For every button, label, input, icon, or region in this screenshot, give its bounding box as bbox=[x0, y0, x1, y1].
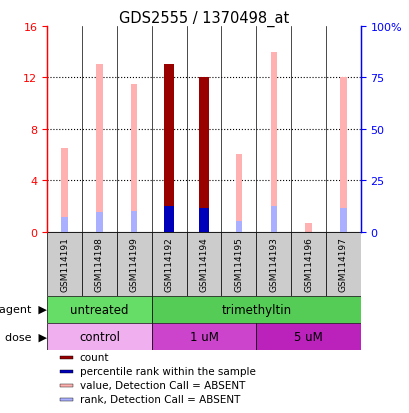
Bar bbox=[235, 155, 241, 232]
Bar bbox=[151, 323, 256, 350]
Text: GSM114199: GSM114199 bbox=[130, 237, 138, 292]
Text: GSM114195: GSM114195 bbox=[234, 237, 243, 292]
Text: 1 uM: 1 uM bbox=[189, 330, 218, 343]
Text: value, Detection Call = ABSENT: value, Detection Call = ABSENT bbox=[80, 380, 245, 390]
Bar bbox=[270, 206, 276, 232]
Bar bbox=[47, 296, 151, 323]
Bar bbox=[151, 296, 360, 323]
Bar bbox=[151, 232, 186, 296]
Text: GSM114192: GSM114192 bbox=[164, 237, 173, 292]
Text: control: control bbox=[79, 330, 120, 343]
Bar bbox=[131, 211, 137, 232]
Bar bbox=[186, 232, 221, 296]
Bar bbox=[131, 85, 137, 232]
Bar bbox=[221, 232, 256, 296]
Bar bbox=[339, 209, 346, 232]
Text: GSM114196: GSM114196 bbox=[303, 237, 312, 292]
Text: 5 uM: 5 uM bbox=[293, 330, 322, 343]
Text: untreated: untreated bbox=[70, 303, 128, 316]
Bar bbox=[256, 232, 290, 296]
Bar bbox=[305, 223, 311, 232]
Text: agent  ▶: agent ▶ bbox=[0, 305, 47, 315]
Bar bbox=[164, 206, 173, 232]
Bar bbox=[339, 78, 346, 232]
Text: GSM114191: GSM114191 bbox=[60, 237, 69, 292]
Text: dose  ▶: dose ▶ bbox=[5, 332, 47, 342]
Bar bbox=[199, 78, 208, 232]
Text: GSM114197: GSM114197 bbox=[338, 237, 347, 292]
Bar bbox=[82, 232, 117, 296]
Bar bbox=[199, 209, 208, 232]
Text: rank, Detection Call = ABSENT: rank, Detection Call = ABSENT bbox=[80, 394, 240, 404]
Text: GSM114194: GSM114194 bbox=[199, 237, 208, 292]
Bar bbox=[270, 52, 276, 232]
Bar bbox=[61, 218, 67, 232]
Bar bbox=[96, 65, 102, 232]
Bar bbox=[60, 398, 73, 401]
Bar bbox=[60, 384, 73, 387]
Bar bbox=[60, 356, 73, 359]
Bar bbox=[235, 222, 241, 232]
Bar bbox=[47, 323, 151, 350]
Bar bbox=[256, 323, 360, 350]
Bar bbox=[47, 232, 82, 296]
Text: GSM114198: GSM114198 bbox=[95, 237, 103, 292]
Bar bbox=[325, 232, 360, 296]
Bar bbox=[60, 370, 73, 373]
Bar bbox=[166, 65, 172, 232]
Bar bbox=[290, 232, 325, 296]
Text: trimethyltin: trimethyltin bbox=[220, 303, 291, 316]
Bar bbox=[200, 78, 207, 232]
Text: percentile rank within the sample: percentile rank within the sample bbox=[80, 366, 255, 376]
Bar bbox=[96, 213, 102, 232]
Bar bbox=[164, 65, 173, 232]
Title: GDS2555 / 1370498_at: GDS2555 / 1370498_at bbox=[119, 11, 288, 27]
Text: GSM114193: GSM114193 bbox=[269, 237, 277, 292]
Bar bbox=[61, 149, 67, 232]
Bar bbox=[117, 232, 151, 296]
Text: count: count bbox=[80, 352, 109, 362]
